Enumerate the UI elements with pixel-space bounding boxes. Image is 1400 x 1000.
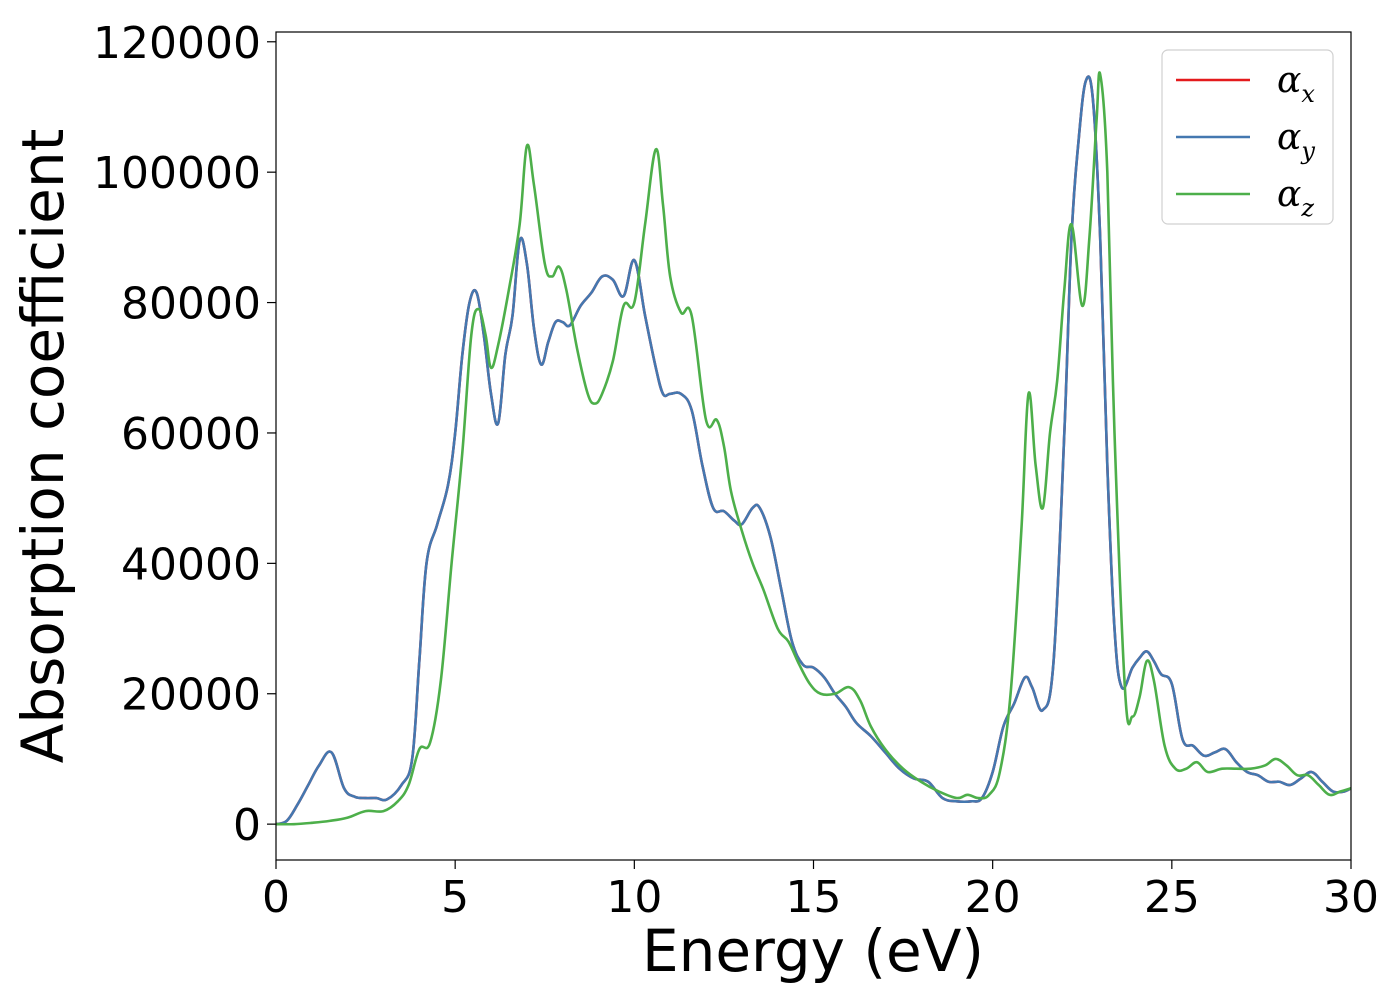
- legend-symbol: α: [1277, 60, 1301, 101]
- y-tick-label: 100000: [93, 148, 261, 199]
- x-tick-label: 20: [965, 872, 1021, 923]
- legend-subscript: x: [1301, 80, 1315, 108]
- ticks-layer: 0 5 10 15 20 25 30 0 20000 40000 60000 80000 100000 1…: [93, 18, 1379, 923]
- x-tick-label: 5: [441, 872, 469, 923]
- x-tick-label: 10: [606, 872, 662, 923]
- y-tick-label: 60000: [121, 409, 261, 460]
- x-tick-label: 30: [1323, 872, 1379, 923]
- legend-symbol: α: [1277, 117, 1301, 158]
- x-tick-label: 0: [262, 872, 290, 923]
- y-tick-label: 80000: [121, 279, 261, 330]
- series-line-y: [276, 75, 1351, 826]
- legend-label-x: αx: [1277, 60, 1315, 108]
- legend-subscript: y: [1300, 137, 1315, 165]
- x-tick-label: 15: [786, 872, 842, 923]
- y-tick-label: 40000: [121, 539, 261, 590]
- y-axis-label: Absorption coefficient: [9, 129, 77, 764]
- x-tick-label: 25: [1144, 872, 1200, 923]
- legend-symbol: α: [1277, 174, 1301, 215]
- y-tick-label: 0: [233, 800, 261, 851]
- legend-subscript: z: [1300, 194, 1314, 222]
- y-tick-label: 20000: [121, 670, 261, 721]
- x-axis-label: Energy (eV): [642, 917, 984, 985]
- series-layer: [276, 71, 1351, 826]
- y-tick-label: 120000: [93, 18, 261, 69]
- series-line-z: [276, 71, 1351, 826]
- legend-label-z: αz: [1277, 174, 1314, 222]
- legend-label-y: αy: [1277, 117, 1315, 165]
